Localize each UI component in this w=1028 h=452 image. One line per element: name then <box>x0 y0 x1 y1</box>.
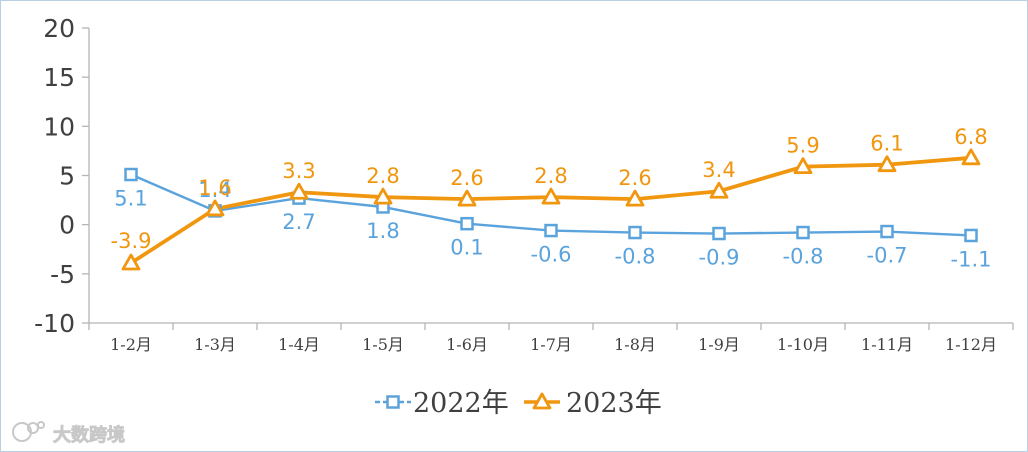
data-point <box>625 189 645 207</box>
data-point <box>961 148 981 166</box>
data-point <box>124 167 138 182</box>
data-label: -1.1 <box>951 247 992 271</box>
y-tick-label: 20 <box>43 14 75 43</box>
x-tick-label: 1-11月 <box>861 335 913 354</box>
series-layer <box>121 148 981 271</box>
data-label: 2.8 <box>534 164 567 188</box>
data-point <box>877 155 897 173</box>
data-label: -0.6 <box>531 243 572 267</box>
data-label: 2.6 <box>618 166 651 190</box>
legend-label: 2023年 <box>566 388 662 419</box>
data-label: 2.8 <box>366 164 399 188</box>
data-label: 1.4 <box>198 178 231 202</box>
y-tick-label: 0 <box>59 211 75 240</box>
x-tick-label: 1-10月 <box>777 335 829 354</box>
x-tick-label: 1-4月 <box>278 335 320 354</box>
data-label: 2.6 <box>450 166 483 190</box>
axes: 20 15 10 5 0 -5 -10 1-2月 1-3月 1-4月 1-5月 1-6月 1-7月 1-8… <box>34 14 1014 354</box>
data-point <box>793 157 813 175</box>
data-label: 5.9 <box>786 134 819 158</box>
data-point <box>121 253 141 271</box>
data-label: 5.1 <box>114 187 147 211</box>
data-point <box>289 182 309 200</box>
data-point <box>880 224 894 239</box>
x-tick-label: 1-8月 <box>614 335 656 354</box>
y-tick-label: 10 <box>43 112 75 141</box>
data-point <box>205 199 225 217</box>
x-tick-label: 1-3月 <box>194 335 236 354</box>
data-point <box>628 225 642 240</box>
data-point <box>709 181 729 199</box>
legend-label: 2022年 <box>413 388 509 419</box>
y-tick-label: 15 <box>43 63 75 92</box>
data-point <box>541 187 561 205</box>
legend-marker-icon <box>532 392 552 410</box>
data-label: -0.7 <box>867 244 908 268</box>
data-label: 1.8 <box>366 219 399 243</box>
data-label: -0.8 <box>615 245 656 269</box>
data-point <box>373 187 393 205</box>
data-label: 6.1 <box>870 132 903 156</box>
data-label: 3.4 <box>702 158 735 182</box>
y-tick-label: 5 <box>59 162 75 191</box>
data-point <box>460 216 474 231</box>
x-tick-label: 1-6月 <box>446 335 488 354</box>
data-point <box>796 225 810 240</box>
y-tick-label: -5 <box>50 260 75 289</box>
data-label: -3.9 <box>111 229 152 253</box>
y-tick-label: -10 <box>34 309 75 338</box>
data-labels: 5.1 1.4 2.7 1.8 0.1 -0.6 -0.8 -0.9 -0.8 -0.7 -1.1 -… <box>111 125 992 272</box>
data-point <box>457 189 477 207</box>
x-tick-label: 1-7月 <box>530 335 572 354</box>
watermark: 大数跨境 <box>12 421 125 446</box>
data-point <box>544 223 558 238</box>
data-label: -0.9 <box>699 246 740 270</box>
data-point <box>712 226 726 241</box>
legend: 2022年 2023年 <box>375 388 662 419</box>
data-label: 2.7 <box>282 210 315 234</box>
data-label: 6.8 <box>954 125 987 149</box>
data-label: 1.6 <box>198 176 231 200</box>
x-tick-label: 1-5月 <box>362 335 404 354</box>
data-label: 3.3 <box>282 159 315 183</box>
data-label: -0.8 <box>783 245 824 269</box>
x-tick-label: 1-12月 <box>945 335 997 354</box>
legend-marker-icon <box>386 395 400 409</box>
watermark-logo-icon <box>12 421 45 442</box>
x-tick-label: 1-9月 <box>698 335 740 354</box>
watermark-text: 大数跨境 <box>53 424 125 446</box>
data-label: 0.1 <box>450 236 483 260</box>
data-point <box>964 228 978 243</box>
x-tick-label: 1-2月 <box>110 335 152 354</box>
